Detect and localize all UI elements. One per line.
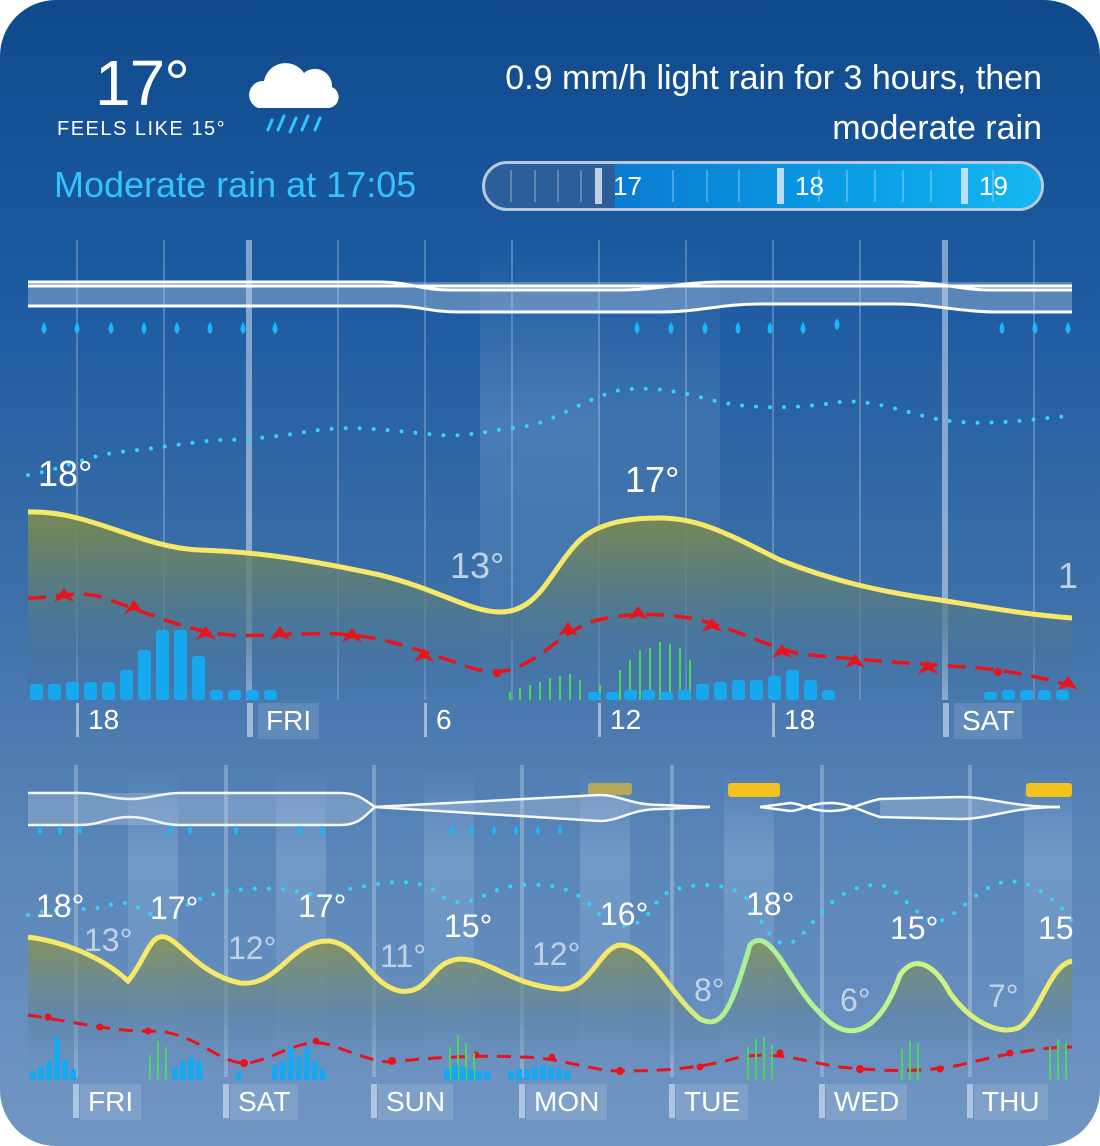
daily-rain-drops: [38, 825, 562, 835]
cloud-band-fill: [28, 793, 1060, 825]
day-high-next: 15: [1038, 910, 1074, 946]
day-low-thu: 7°: [988, 978, 1019, 1014]
hourly-graph[interactable]: 18° 13° 17° 1: [0, 230, 1100, 710]
rain-bar-label-18: 18: [795, 171, 824, 201]
current-temperature: 17°: [95, 47, 190, 119]
day-low-tue: 8°: [694, 972, 725, 1008]
daily-cloud-band: [28, 791, 1061, 827]
daily-temperature-area: [28, 936, 1072, 1075]
rain-bar-label-17: 17: [613, 171, 642, 201]
cloud-rain-icon: [249, 63, 339, 134]
precipitation-bars: [30, 630, 1069, 700]
daily-precipitation-bars: [30, 1037, 570, 1080]
day-high-wed: 18°: [746, 886, 794, 922]
day-label-tue: TUE: [676, 1084, 748, 1120]
feels-like-label: FEELS LIKE 15°: [57, 118, 227, 140]
axis-tick: [772, 703, 775, 737]
forecast-summary: 0.9 mm/h light rain for 3 hours, then mo…: [505, 59, 1042, 147]
hour-label-12: 12: [610, 704, 642, 735]
day-high-fri: 18°: [36, 888, 84, 924]
daily-pressure-line: [27, 1013, 1073, 1073]
axis-tick: [819, 1084, 825, 1118]
axis-tick: [669, 1084, 675, 1118]
day-low-sat: 12°: [228, 930, 276, 966]
lightning-bars: [509, 642, 691, 700]
day-label-sat: SAT: [230, 1084, 299, 1120]
axis-tick: [371, 1084, 377, 1118]
day-label-sun: SUN: [378, 1084, 454, 1120]
rain-timeline-bar[interactable]: 17 18 19: [482, 161, 1044, 211]
hour-label-fri: FRI: [258, 703, 320, 739]
temp-label-high: 18°: [38, 453, 92, 494]
dew-point-line: [26, 386, 1074, 477]
day-label-thu: THU: [974, 1084, 1048, 1120]
daily-dew-point-line: [26, 878, 1074, 946]
hour-label-6: 6: [436, 704, 452, 735]
temp-label-next: 1: [1058, 555, 1078, 596]
hour-label-18b: 18: [784, 704, 816, 735]
hour-label-sat: SAT: [954, 703, 1023, 739]
temp-label-low: 13°: [450, 545, 504, 586]
day-low-fri: 13°: [84, 922, 132, 958]
day-high-tue: 16°: [600, 896, 648, 932]
day-high-sat: 17°: [150, 890, 198, 926]
daily-wind-markers: [44, 1013, 1014, 1075]
day-label-wed: WED: [826, 1084, 908, 1120]
day-low-wed: 6°: [840, 982, 871, 1018]
daily-temperature-line: [27, 934, 1073, 1034]
rain-bar-label-19: 19: [979, 171, 1008, 201]
sunshine-markers: [588, 783, 1072, 797]
day-label-fri: FRI: [80, 1084, 142, 1120]
axis-tick: [424, 703, 427, 737]
axis-tick: [967, 1084, 973, 1118]
axis-tick: [598, 703, 601, 737]
axis-tick: [76, 703, 79, 737]
day-high-sun: 17°: [298, 888, 346, 924]
day-high-mon: 15°: [444, 908, 492, 944]
rain-intensity-fill: [615, 164, 1041, 208]
hour-label-18: 18: [88, 704, 120, 735]
temperature-line: [27, 509, 1073, 621]
day-low-sun: 11°: [380, 938, 426, 974]
day-low-mon: 12°: [532, 936, 580, 972]
wind-arrows: [54, 588, 1078, 690]
rain-bar-ticks: [510, 168, 994, 204]
day-label-mon: MON: [526, 1084, 608, 1120]
daily-graph[interactable]: 18° 13° 17° 12° 17° 11° 15° 12° 16° 8° 1…: [0, 765, 1100, 1085]
axis-tick: [943, 703, 949, 737]
axis-tick: [519, 1084, 525, 1118]
pressure-line: [27, 592, 1073, 688]
axis-tick: [223, 1084, 229, 1118]
temp-label-peak: 17°: [625, 459, 679, 500]
axis-tick: [73, 1084, 79, 1118]
cloud-band: [28, 280, 1072, 314]
day-high-thu: 15°: [890, 910, 938, 946]
axis-tick: [247, 703, 253, 737]
nowcast-text: Moderate rain at 17:05: [54, 164, 417, 205]
rain-drops: [41, 318, 1071, 334]
